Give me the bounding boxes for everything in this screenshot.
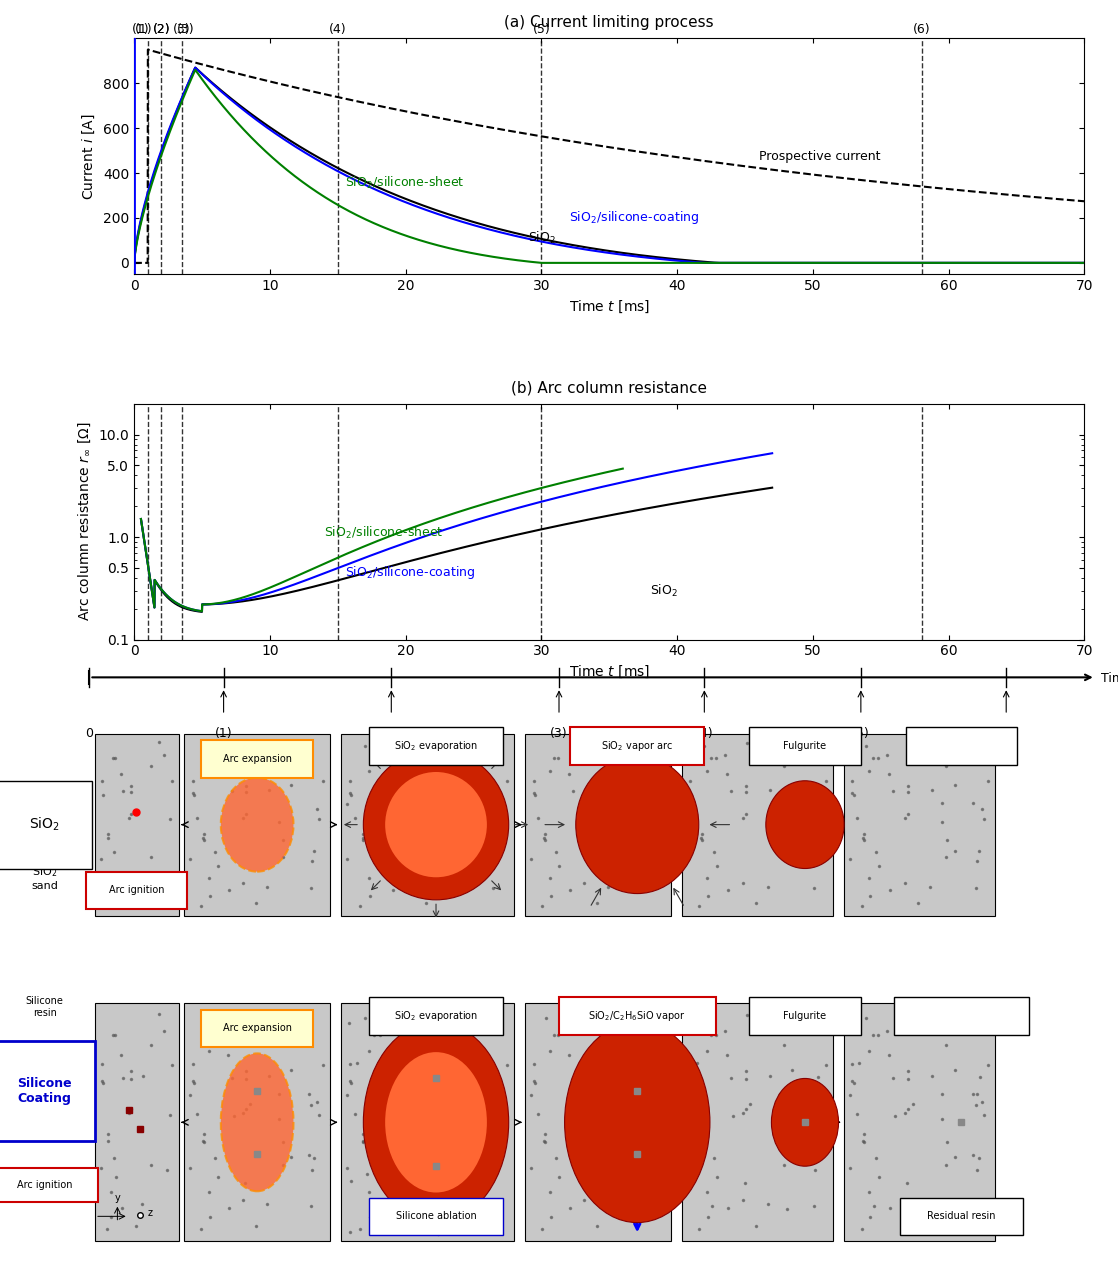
FancyBboxPatch shape	[894, 998, 1029, 1035]
Text: (1): (1)	[132, 23, 150, 36]
Text: SiO$_2$/silicone-sheet: SiO$_2$/silicone-sheet	[344, 174, 464, 191]
FancyBboxPatch shape	[749, 998, 861, 1035]
Text: 0: 0	[85, 728, 94, 741]
Text: Silicone
Coating: Silicone Coating	[18, 1077, 72, 1105]
Text: (5): (5)	[532, 23, 550, 36]
Text: Fulgurite: Fulgurite	[784, 742, 826, 751]
FancyBboxPatch shape	[341, 734, 514, 916]
Text: z: z	[148, 889, 152, 899]
Text: (2): (2)	[152, 23, 170, 36]
FancyBboxPatch shape	[0, 1168, 98, 1202]
Ellipse shape	[220, 1054, 293, 1191]
Text: (6): (6)	[912, 23, 930, 36]
FancyBboxPatch shape	[184, 734, 330, 916]
Ellipse shape	[576, 756, 699, 894]
FancyBboxPatch shape	[184, 1003, 330, 1242]
FancyBboxPatch shape	[369, 728, 503, 765]
Text: (5): (5)	[852, 728, 870, 741]
FancyBboxPatch shape	[201, 1009, 313, 1048]
Text: Fulgurite: Fulgurite	[784, 1010, 826, 1021]
Text: Silicone ablation: Silicone ablation	[396, 1211, 476, 1221]
FancyBboxPatch shape	[570, 728, 704, 765]
Text: (3): (3)	[173, 23, 190, 36]
FancyBboxPatch shape	[900, 1197, 1023, 1236]
Ellipse shape	[363, 749, 509, 900]
FancyBboxPatch shape	[844, 734, 995, 916]
Ellipse shape	[565, 1022, 710, 1223]
Text: (3): (3)	[177, 23, 195, 36]
Text: Time [ms]: Time [ms]	[1101, 671, 1118, 684]
Text: (2): (2)	[382, 728, 400, 741]
Text: (1): (1)	[215, 728, 233, 741]
FancyBboxPatch shape	[95, 1003, 179, 1242]
Text: (6): (6)	[997, 728, 1015, 741]
Text: (4): (4)	[695, 728, 713, 741]
FancyBboxPatch shape	[559, 998, 716, 1035]
FancyBboxPatch shape	[341, 1003, 514, 1242]
Y-axis label: Arc column resistance $r_{\infty}$ [Ω]: Arc column resistance $r_{\infty}$ [Ω]	[77, 422, 93, 622]
Text: (3): (3)	[550, 728, 568, 741]
FancyBboxPatch shape	[682, 734, 833, 916]
Text: Arc expansion: Arc expansion	[222, 753, 292, 764]
Ellipse shape	[766, 780, 844, 868]
X-axis label: Time $t$ [ms]: Time $t$ [ms]	[569, 298, 650, 315]
FancyBboxPatch shape	[525, 734, 671, 916]
Ellipse shape	[220, 778, 293, 872]
FancyBboxPatch shape	[749, 728, 861, 765]
FancyBboxPatch shape	[525, 1003, 671, 1242]
Title: (a) Current limiting process: (a) Current limiting process	[504, 15, 714, 31]
Text: Silicone
resin: Silicone resin	[26, 996, 64, 1018]
Ellipse shape	[386, 773, 487, 877]
Text: SiO$_2$: SiO$_2$	[528, 229, 556, 246]
Ellipse shape	[386, 1053, 487, 1192]
Text: SiO$_2$/silicone-sheet: SiO$_2$/silicone-sheet	[324, 526, 444, 541]
Text: (1): (1)	[135, 23, 152, 36]
Text: Prospective current: Prospective current	[759, 150, 880, 162]
Text: SiO$_2$: SiO$_2$	[650, 583, 678, 600]
FancyBboxPatch shape	[0, 1041, 95, 1141]
Text: Arc ignition: Arc ignition	[17, 1177, 73, 1187]
Text: SiO$_2$/silicone-coating: SiO$_2$/silicone-coating	[344, 564, 475, 581]
Text: (4): (4)	[329, 23, 347, 36]
Text: y: y	[114, 895, 121, 906]
Y-axis label: Current $i$ [A]: Current $i$ [A]	[82, 113, 97, 200]
Title: (b) Arc column resistance: (b) Arc column resistance	[511, 381, 708, 395]
Text: SiO$_2$/C$_2$H$_6$SiO vapor: SiO$_2$/C$_2$H$_6$SiO vapor	[588, 1009, 686, 1023]
FancyBboxPatch shape	[682, 1003, 833, 1242]
Text: z: z	[148, 1209, 152, 1219]
Text: (2): (2)	[152, 23, 170, 36]
Text: SiO$_2$
sand: SiO$_2$ sand	[31, 865, 58, 890]
FancyBboxPatch shape	[95, 734, 179, 916]
Text: Arc expansion: Arc expansion	[222, 1023, 292, 1033]
Text: Residual resin: Residual resin	[927, 1211, 996, 1221]
Text: SiO$_2$/silicone-coating: SiO$_2$/silicone-coating	[569, 210, 699, 226]
Ellipse shape	[363, 1022, 509, 1223]
Text: SiO$_2$ evaporation: SiO$_2$ evaporation	[394, 1009, 479, 1023]
FancyBboxPatch shape	[369, 998, 503, 1035]
Text: SiO$_2$ evaporation: SiO$_2$ evaporation	[394, 739, 479, 753]
FancyBboxPatch shape	[0, 780, 92, 868]
FancyBboxPatch shape	[86, 872, 187, 909]
Text: SiO$_2$ vapor arc: SiO$_2$ vapor arc	[601, 739, 673, 753]
Text: Arc ignition: Arc ignition	[17, 1181, 73, 1189]
FancyBboxPatch shape	[906, 728, 1017, 765]
X-axis label: Time $t$ [ms]: Time $t$ [ms]	[569, 664, 650, 680]
FancyBboxPatch shape	[201, 741, 313, 778]
Ellipse shape	[771, 1078, 838, 1166]
FancyBboxPatch shape	[369, 1197, 503, 1236]
Text: y: y	[114, 1192, 121, 1202]
Text: SiO$_2$: SiO$_2$	[29, 816, 60, 834]
Text: Arc ignition: Arc ignition	[108, 885, 164, 895]
FancyBboxPatch shape	[844, 1003, 995, 1242]
